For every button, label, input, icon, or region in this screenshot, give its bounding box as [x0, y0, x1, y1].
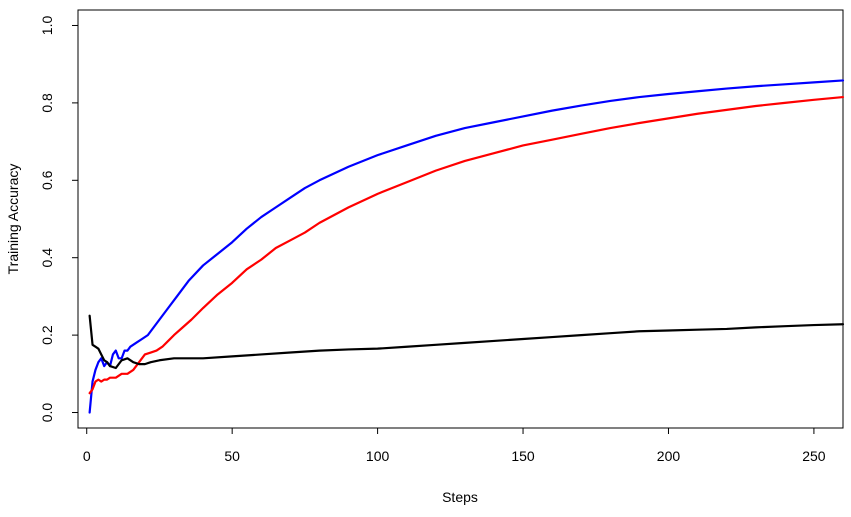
- x-tick-label: 50: [224, 448, 240, 464]
- y-tick-label: 0.2: [39, 325, 55, 345]
- series-line-2: [88, 95, 845, 395]
- x-tick-label: 150: [511, 448, 535, 464]
- x-tick-label: 0: [83, 448, 91, 464]
- y-tick-label: 0.0: [39, 403, 55, 423]
- y-axis-title: Training Accuracy: [5, 164, 21, 275]
- y-axis: 0.0 0.2 0.4 0.6 0.8 1.0: [39, 16, 79, 423]
- series-layer: [88, 79, 845, 414]
- y-tick-label: 1.0: [39, 16, 55, 36]
- y-tick-label: 0.4: [39, 248, 55, 268]
- x-tick-label: 100: [366, 448, 390, 464]
- x-axis-title: Steps: [442, 489, 478, 505]
- x-tick-label: 250: [802, 448, 826, 464]
- x-axis: 0 50 100 150 200 250: [83, 427, 826, 464]
- series-line-1: [88, 79, 845, 414]
- plot-frame: [77, 9, 844, 429]
- series-line-3: [88, 314, 845, 370]
- y-tick-label: 0.6: [39, 170, 55, 190]
- y-tick-label: 0.8: [39, 93, 55, 113]
- x-tick-label: 200: [657, 448, 681, 464]
